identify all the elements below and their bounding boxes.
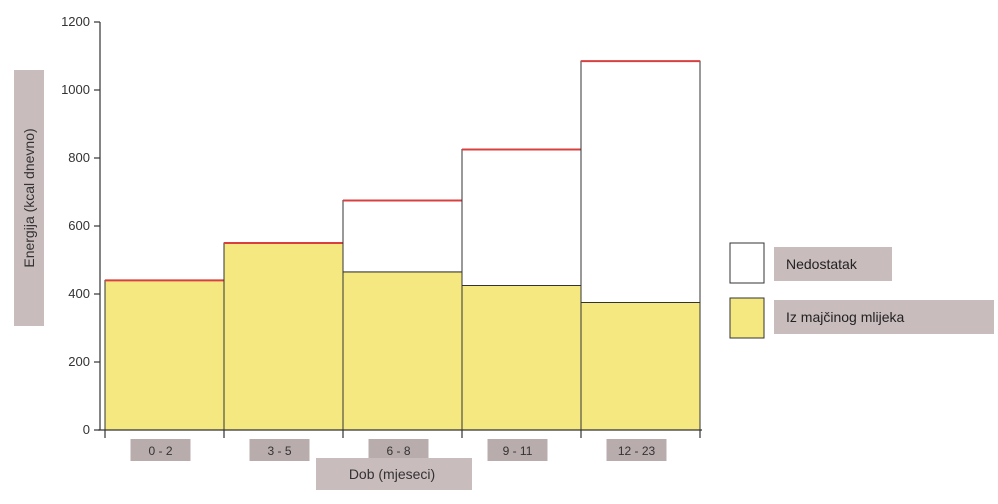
legend: Nedostatak Iz majčinog mlijeka [729,242,994,339]
y-axis-title-background [14,70,44,326]
x-axis: 0 - 2 3 - 5 6 - 8 9 - 11 12 - 23 [98,429,702,461]
x-tick-label: 12 - 23 [618,444,656,458]
bar-segment-breast-milk [342,271,463,431]
x-axis-title: Dob (mjeseci) [349,466,435,482]
y-axis-title-group: Energija (kcal dnevno) [14,70,44,326]
legend-item-iz-majcinog-mlijeka: Iz majčinog mlijeka [729,297,994,339]
x-tick-label-background [368,439,429,461]
legend-swatch-iz-majcinog-mlijeka [729,297,765,339]
bar-segment-deficit [580,60,701,303]
x-tick-label-background [249,439,310,461]
bar-segment-breast-milk [580,302,701,431]
legend-label-background-iz-majcinog-mlijeka [774,300,994,334]
y-axis-title: Energija (kcal dnevno) [21,128,37,267]
x-tick-label: 0 - 2 [148,444,172,458]
legend-label-iz-majcinog-mlijeka: Iz majčinog mlijeka [786,309,904,325]
legend-label-nedostatak: Nedostatak [786,256,858,272]
x-axis-title-group: Dob (mjeseci) [316,458,472,490]
bars-group [104,60,701,431]
legend-item-nedostatak: Nedostatak [729,242,892,284]
x-tick-label: 6 - 8 [386,444,410,458]
x-tick-label-background [130,439,191,461]
y-tick-label: 800 [68,150,90,165]
bar-segment-deficit [342,200,463,273]
x-axis-title-background [316,458,472,490]
y-tick-label: 200 [68,354,90,369]
y-axis: 0 200 400 600 800 1000 1200 [61,14,101,437]
y-tick-label: 0 [83,422,90,437]
bar-segment-breast-milk [104,279,225,431]
x-tick-label: 3 - 5 [267,444,291,458]
y-tick-label: 1200 [61,14,90,29]
bar-segment-breast-milk [223,242,344,431]
x-tick-label-background [606,439,667,461]
x-tick-label-background [487,439,548,461]
bar-segment-deficit [461,149,582,286]
y-tick-label: 1000 [61,82,90,97]
legend-label-background-nedostatak [774,247,892,281]
y-tick-label: 600 [68,218,90,233]
x-tick-label: 9 - 11 [503,444,533,458]
legend-swatch-nedostatak [729,242,765,284]
y-tick-label: 400 [68,286,90,301]
bar-segment-breast-milk [461,285,582,431]
